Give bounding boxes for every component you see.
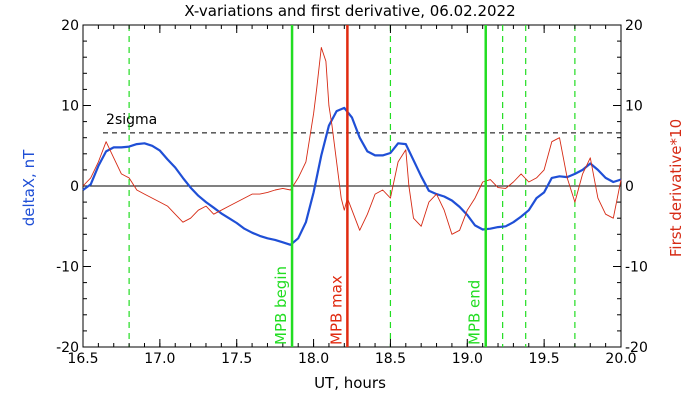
y-tick-label-right: -20 — [625, 340, 648, 356]
y-tick-label-right: 20 — [625, 18, 643, 34]
x-axis-label: UT, hours — [314, 374, 386, 392]
y-tick-label-left: -10 — [56, 260, 79, 276]
marker-label: MPB end — [466, 280, 484, 345]
plot-area: 2sigma 16.5 17.0 17.5 18.0 18.5 19.0 19.5 20.0 20… — [56, 18, 648, 367]
y-tick-label-left: 20 — [61, 18, 79, 34]
series-deltax-line — [82, 106, 622, 246]
x-tick-label: 18.5 — [375, 351, 406, 367]
marker-label: MPB max — [327, 275, 345, 345]
sigma-label: 2sigma — [106, 112, 157, 128]
y-tick-label-right: 0 — [625, 179, 634, 195]
x-tick-label: 16.5 — [67, 351, 98, 367]
y-tick-label-left: 0 — [70, 179, 79, 195]
marker-label: MPB begin — [272, 266, 290, 345]
y-tick-label-left: -20 — [56, 340, 79, 356]
x-tick-label: 18.0 — [298, 351, 329, 367]
x-tick-label: 17.0 — [144, 351, 175, 367]
chart-title: X-variations and first derivative, 06.02… — [184, 2, 515, 20]
series-derivative-line — [82, 47, 622, 235]
y-tick-label-left: 10 — [61, 99, 79, 115]
right-axis-label: First derivative*10 — [667, 119, 685, 257]
left-axis-label: deltaX, nT — [20, 149, 38, 226]
x-tick-label: 17.5 — [221, 351, 252, 367]
y-tick-label-right: -10 — [625, 260, 648, 276]
y-tick-label-right: 10 — [625, 99, 643, 115]
x-tick-label: 19.0 — [452, 351, 483, 367]
x-tick-label: 20.0 — [605, 351, 636, 367]
x-tick-label: 19.5 — [529, 351, 560, 367]
